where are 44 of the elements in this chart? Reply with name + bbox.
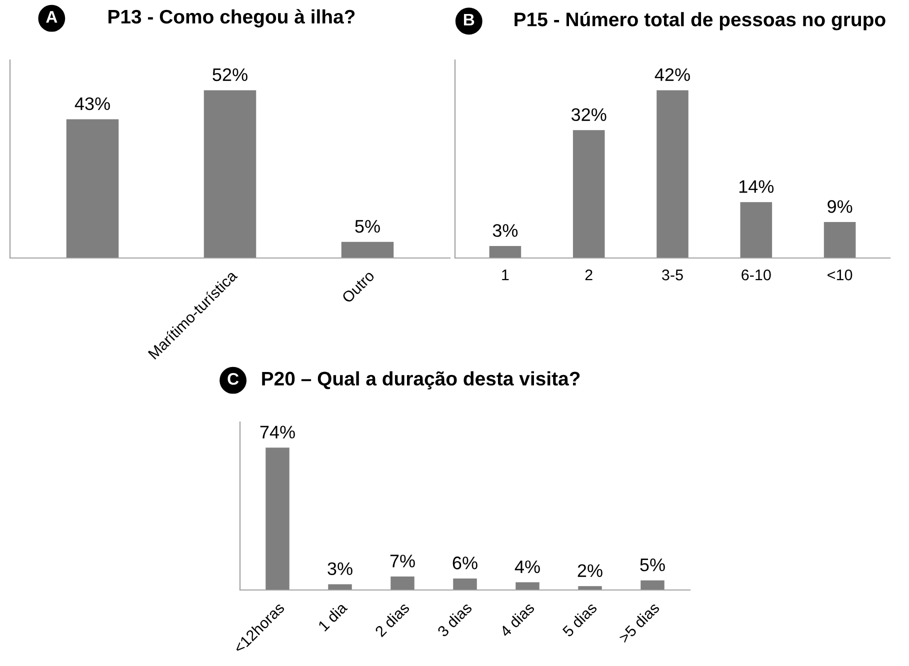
x-tick-label: 5 dias (562, 602, 598, 638)
x-tick-label: <10 (828, 270, 852, 280)
x-tick-label: 3-5 (662, 270, 683, 280)
bar (640, 580, 664, 590)
chart-title: P15 - Número total de pessoas no grupo (514, 12, 886, 30)
bar (390, 576, 414, 590)
bar (824, 222, 856, 258)
x-tick-label: 3 dias (436, 602, 473, 638)
data-label: 3% (492, 224, 518, 237)
chart-title: P20 – Qual a duração desta visita? (262, 371, 580, 390)
data-label: 3% (328, 562, 352, 576)
text: A (46, 11, 58, 23)
data-label: 4% (514, 560, 540, 574)
data-label: 7% (390, 554, 415, 568)
data-label: 9% (828, 200, 852, 213)
text: C (228, 373, 239, 385)
chart-title: P13 - Como chegou à ilha? (108, 9, 355, 28)
bar (740, 202, 772, 258)
data-label: 42% (654, 68, 690, 82)
x-tick-label: 2 (585, 270, 592, 280)
x-tick-label: 2 dias (374, 602, 410, 638)
x-tick-label: 6-10 (742, 270, 771, 280)
data-label: 14% (739, 180, 774, 193)
bar (656, 90, 688, 258)
text: B (464, 14, 474, 26)
x-tick-label: 1 (502, 270, 509, 280)
bar (516, 582, 540, 590)
bar (489, 246, 522, 258)
x-tick-label: 4 dias (498, 602, 536, 638)
data-label: 43% (74, 97, 110, 110)
x-tick-label: >5 dias (618, 602, 660, 644)
data-label: 74% (260, 426, 295, 438)
data-label: 32% (571, 108, 606, 122)
x-tick-label: 1 dia (317, 601, 348, 632)
bar (328, 584, 352, 590)
data-label: 6% (452, 556, 478, 570)
data-label: 5% (355, 220, 380, 233)
bar (266, 448, 290, 590)
bar (578, 586, 602, 590)
bar (572, 130, 605, 258)
data-label: 2% (578, 564, 602, 577)
data-label: 5% (640, 558, 665, 572)
bar (453, 578, 477, 590)
data-label: 52% (212, 68, 248, 82)
